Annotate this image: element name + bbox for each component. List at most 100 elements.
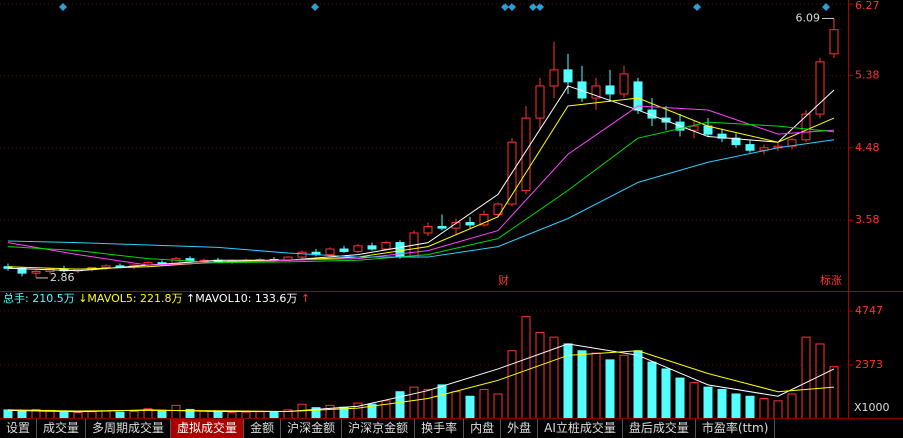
volume-bar	[423, 388, 433, 418]
volume-bar	[451, 391, 461, 418]
tab[interactable]: 外盘	[501, 419, 539, 438]
candle-body	[815, 61, 825, 115]
high-label: 6.09	[796, 11, 821, 24]
volume-bar	[815, 343, 825, 418]
mavol5: ↓MAVOL5: 221.8万	[78, 292, 182, 305]
trend-arrow: ↑	[301, 292, 310, 305]
candle-body	[577, 81, 587, 99]
volume-bar	[115, 411, 125, 418]
candle-body	[563, 69, 573, 83]
volume-bar	[381, 400, 391, 418]
volume-bar	[787, 393, 797, 418]
volume-bar	[675, 377, 685, 418]
total-volume: 总手: 210.5万	[3, 291, 75, 305]
volume-bar	[829, 366, 839, 418]
event-label: 标涨	[820, 273, 842, 287]
volume-bar	[717, 388, 727, 418]
volume-bar	[577, 350, 587, 418]
candle-body	[451, 222, 461, 229]
volume-bar	[521, 316, 531, 418]
tab[interactable]: 金额	[244, 419, 282, 438]
volume-bar	[325, 404, 335, 418]
ma-line	[7, 85, 835, 272]
candle-body	[605, 85, 615, 95]
candle-body	[297, 251, 307, 258]
volume-bar	[367, 403, 377, 418]
candle-body	[535, 85, 545, 119]
volume-bar	[773, 400, 783, 418]
volume-info: 总手: 210.5万 ↓MAVOL5: 221.8万 ↑MAVOL10: 133…	[3, 291, 310, 305]
volume-bar	[31, 408, 41, 418]
volume-bar	[759, 398, 769, 418]
volume-bar	[395, 391, 405, 418]
ma-line	[7, 139, 835, 258]
tab[interactable]: 沪深金额	[281, 419, 343, 438]
candle-body	[465, 222, 475, 226]
volume-bar	[437, 384, 447, 418]
tab[interactable]: 虚拟成交量	[171, 419, 245, 438]
candle-body	[31, 271, 41, 274]
tab[interactable]: 设置	[0, 419, 38, 438]
low-label: 2.86	[50, 271, 75, 284]
volume-bar	[59, 411, 69, 418]
volume-bar	[479, 388, 489, 418]
volume-bar	[465, 395, 475, 418]
candle-body	[745, 144, 755, 151]
candle-body	[493, 203, 503, 215]
candle-body	[395, 242, 405, 258]
volume-bar	[731, 393, 741, 418]
tab[interactable]: 多周期成交量	[86, 419, 172, 438]
event-label: 财	[498, 273, 509, 287]
volume-bar	[199, 410, 209, 418]
ma-line	[7, 97, 835, 270]
candle-body	[731, 137, 741, 146]
volume-bar	[703, 386, 713, 418]
volume-bar	[647, 361, 657, 418]
y-tick-label: 4.48	[855, 141, 880, 154]
volume-bar	[605, 359, 615, 418]
volume-unit: X1000	[854, 401, 890, 414]
volume-bar	[227, 412, 237, 418]
volume-bar	[353, 402, 363, 418]
candle-body	[101, 265, 111, 269]
y-tick-label: 6.27	[855, 0, 880, 12]
volume-bar	[535, 332, 545, 418]
candle-body	[689, 125, 699, 131]
signal-diamonds	[59, 3, 830, 11]
candle-body	[339, 248, 349, 252]
y-tick-label: 2373	[855, 358, 883, 371]
candle-body	[367, 245, 377, 250]
tab[interactable]: AI立桩成交量	[538, 419, 623, 438]
candle-body	[619, 73, 629, 95]
tab-bar: 设置 成交量 多周期成交量 虚拟成交量 金额 沪深金额 沪深京金额 换手率 内盘 外盘 AI立桩成交…	[0, 418, 903, 438]
ma-line	[7, 121, 835, 264]
tab[interactable]: 沪深京金额	[342, 419, 416, 438]
volume-bar	[129, 410, 139, 418]
volume-bar	[143, 408, 153, 418]
volume-bar	[241, 411, 251, 418]
volume-bar	[661, 368, 671, 418]
volume-bar	[101, 410, 111, 418]
candle-body	[829, 29, 839, 55]
candle-body	[437, 226, 447, 229]
volume-bar	[73, 412, 83, 418]
volume-bar	[633, 350, 643, 418]
tab[interactable]: 内盘	[464, 419, 502, 438]
tab[interactable]: 换手率	[415, 419, 465, 438]
candle-body	[3, 266, 13, 269]
volume-bar	[801, 336, 811, 418]
volume-bar	[311, 407, 321, 418]
volume-bar	[619, 354, 629, 418]
volume-bar	[689, 382, 699, 418]
volume-bar	[591, 352, 601, 418]
ma-line	[7, 350, 835, 412]
candle-body	[381, 242, 391, 250]
volume-bar	[745, 395, 755, 418]
tab[interactable]: 成交量	[37, 419, 87, 438]
tab[interactable]: 市盈率(ttm)	[696, 419, 776, 438]
tab[interactable]: 盘后成交量	[623, 419, 696, 438]
volume-bar	[409, 386, 419, 418]
candle-body	[591, 85, 601, 99]
candle-body	[661, 117, 671, 123]
